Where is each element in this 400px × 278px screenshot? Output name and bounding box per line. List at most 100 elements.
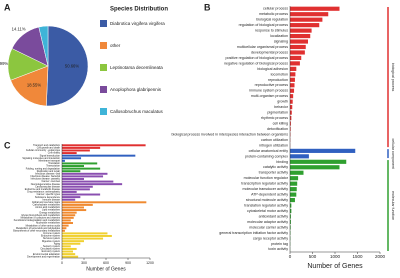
bar xyxy=(290,12,329,17)
bar xyxy=(62,190,77,193)
legend-swatch xyxy=(100,64,107,71)
bar xyxy=(62,170,81,173)
bar xyxy=(290,170,304,175)
slice-label: 12.99% xyxy=(0,61,8,66)
category-label: Metabolism of cofactors and vitamins xyxy=(21,216,61,219)
legend-label: Leptinotarsa decemlineata xyxy=(110,65,163,70)
bar xyxy=(62,232,108,235)
panel-letter: C xyxy=(4,140,11,150)
bar xyxy=(62,227,67,230)
category-label: Circulatory system xyxy=(40,248,60,251)
bar xyxy=(62,242,81,245)
bar xyxy=(62,172,108,175)
category-label: Xenobiotics biodegradation and metabolis… xyxy=(14,219,60,222)
category-label: growth xyxy=(277,100,288,104)
bar xyxy=(290,203,292,208)
bar xyxy=(62,206,84,209)
category-label: Carbohydrate metabolism xyxy=(33,204,60,207)
bar xyxy=(62,253,76,256)
bar xyxy=(290,181,298,186)
x-tick-label: 1500 xyxy=(352,254,363,259)
category-label: detoxification xyxy=(267,127,288,131)
category-label: Transport and catabolism xyxy=(33,144,60,147)
bar xyxy=(62,198,76,201)
bar xyxy=(290,6,340,11)
category-label: cargo receptor activity xyxy=(253,236,288,240)
category-label: locomotion xyxy=(271,72,288,76)
bar xyxy=(62,216,74,219)
bar xyxy=(290,165,340,170)
category-label: Folding, sorting and degradation xyxy=(26,167,61,170)
category-label: Nervous system xyxy=(43,237,60,240)
category-label: Signal transduction xyxy=(40,154,61,157)
bar xyxy=(62,219,71,222)
category-label: Biosynthesis of other secondary metaboli… xyxy=(13,229,61,232)
bar xyxy=(62,193,101,196)
x-tick-label: 0 xyxy=(289,254,292,259)
bar xyxy=(290,121,291,126)
category-label: rhythmic process xyxy=(261,116,288,120)
bar xyxy=(290,187,297,192)
bar xyxy=(290,44,306,50)
x-tick-label: 1000 xyxy=(330,254,341,259)
category-label: biological regulation xyxy=(256,18,288,22)
bar xyxy=(62,185,93,188)
category-label: Transcription xyxy=(46,165,60,168)
legend-label: Anoplophora glabripennis xyxy=(110,87,162,92)
category-label: Cancer: specific types xyxy=(37,193,61,196)
bar xyxy=(290,55,302,61)
bar xyxy=(290,39,308,44)
category-label: behavior xyxy=(274,105,289,109)
category-label: Signaling molecules and interaction xyxy=(22,157,60,160)
bar xyxy=(290,33,311,39)
category-label: negative regulation of biological proces… xyxy=(224,61,288,65)
chart-title: Species Distribution xyxy=(110,7,168,13)
bar xyxy=(290,28,312,33)
category-label: Endocrine and metabolic disease xyxy=(25,188,61,191)
category-label: toxin activity xyxy=(268,247,288,251)
legend-swatch xyxy=(100,20,107,27)
category-label: Development and regeneration xyxy=(27,255,60,258)
bar xyxy=(62,214,76,217)
bar xyxy=(62,224,69,227)
bar xyxy=(62,162,98,165)
panel-letter: B xyxy=(204,2,211,12)
category-label: multicellular organismal process xyxy=(237,45,288,49)
bar xyxy=(62,183,123,186)
category-label: antioxidant activity xyxy=(259,214,289,218)
bar xyxy=(290,50,305,55)
bar xyxy=(290,77,295,82)
category-label: molecular transducer activity xyxy=(242,187,288,191)
category-label: binding xyxy=(276,160,288,164)
x-axis-title: Number of Genes xyxy=(307,263,363,270)
group-label: molecular function xyxy=(391,191,395,220)
group-label: biological process xyxy=(391,63,395,92)
category-label: Infectious disease: bacterial xyxy=(30,175,60,178)
bar xyxy=(290,105,293,110)
bar xyxy=(62,157,82,160)
bar xyxy=(62,229,65,232)
category-label: transcription regulator activity xyxy=(241,182,288,186)
bar xyxy=(290,110,292,115)
category-label: protein tag xyxy=(271,242,288,246)
bar xyxy=(62,203,93,206)
x-tick-label: 300 xyxy=(81,261,87,265)
category-label: Sensory system xyxy=(43,245,60,248)
bar xyxy=(290,61,300,66)
category-label: Amino acid metabolism xyxy=(35,206,60,209)
bar xyxy=(290,72,296,77)
bar xyxy=(62,146,101,149)
category-label: Lipid metabolism xyxy=(42,209,60,212)
bar xyxy=(290,126,291,132)
x-tick-label: 500 xyxy=(309,254,317,259)
bar xyxy=(62,250,73,253)
category-label: Environmental adaptation xyxy=(33,253,61,256)
category-label: Immune system xyxy=(43,232,60,235)
legend-label: Callosobruchus maculatus xyxy=(110,109,164,114)
x-tick-label: 600 xyxy=(103,261,109,265)
category-label: Cell growth and death xyxy=(37,147,61,150)
bar xyxy=(290,148,356,153)
bar xyxy=(62,180,114,183)
category-label: Excretory system xyxy=(42,250,60,253)
category-label: Global and overview maps xyxy=(32,201,61,204)
